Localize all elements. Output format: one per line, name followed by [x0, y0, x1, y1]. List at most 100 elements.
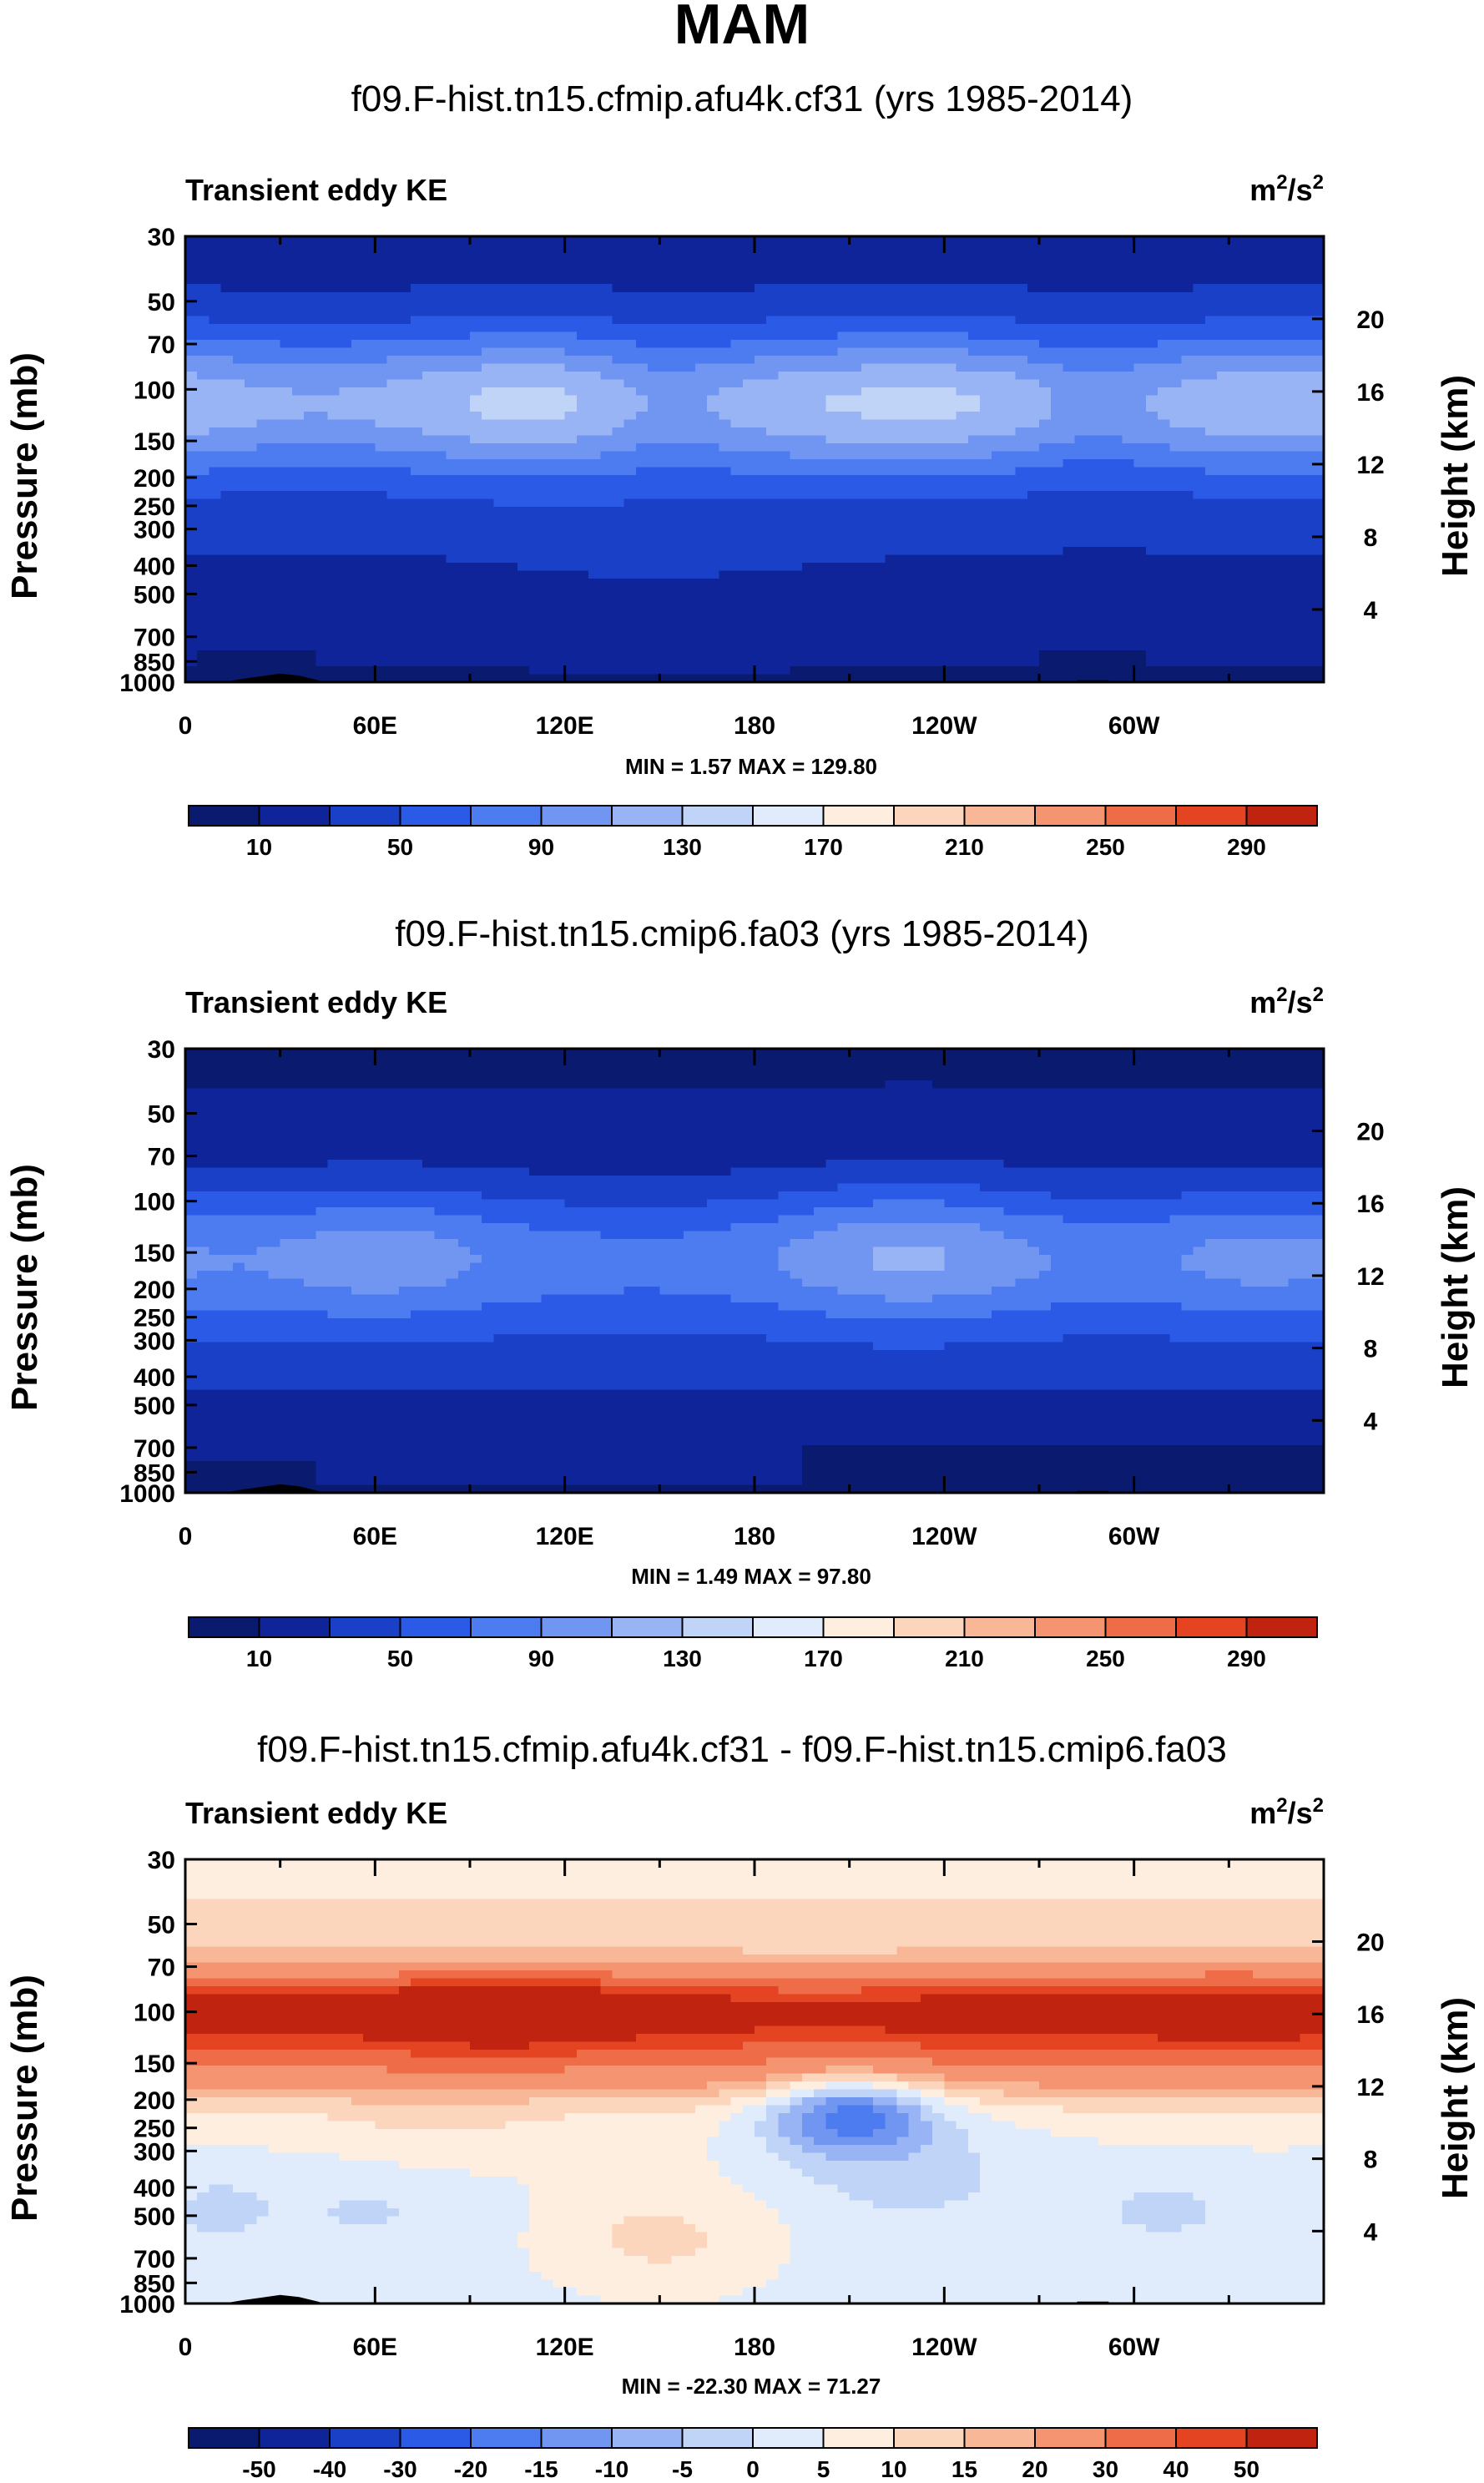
heatmap-cell	[1288, 363, 1301, 372]
heatmap-cell	[410, 300, 423, 309]
heatmap-cell	[1133, 570, 1147, 579]
heatmap-cell	[635, 339, 649, 349]
heatmap-cell	[375, 419, 388, 428]
heatmap-cell	[1063, 435, 1076, 444]
heatmap-cell	[245, 562, 257, 572]
heatmap-cell	[1039, 498, 1052, 508]
heatmap-cell	[1229, 395, 1242, 404]
heatmap-cell	[648, 530, 660, 539]
heatmap-cell	[742, 491, 755, 500]
heatmap-cell	[896, 586, 910, 595]
heatmap-cell	[291, 546, 305, 556]
heatmap-cell	[1300, 300, 1313, 309]
heatmap-cell	[529, 475, 542, 484]
heatmap-cell	[1276, 507, 1289, 516]
heatmap-cell	[1204, 260, 1218, 269]
heatmap-cell	[209, 554, 222, 564]
heatmap-cell	[956, 268, 969, 277]
heatmap-cell	[410, 507, 423, 516]
heatmap-cell	[908, 291, 921, 301]
heatmap-cell	[470, 300, 482, 309]
heatmap-cell	[1158, 562, 1170, 572]
heatmap-cell	[1133, 491, 1147, 500]
heatmap-cell	[268, 244, 281, 253]
heatmap-cell	[766, 483, 780, 492]
heatmap-cell	[825, 570, 839, 579]
heatmap-cell	[659, 562, 673, 572]
heatmap-cell	[979, 387, 992, 397]
heatmap-cell	[1204, 451, 1218, 460]
heatmap-cell	[956, 554, 969, 564]
heatmap-cell	[671, 459, 684, 468]
heatmap-cell	[1193, 260, 1206, 269]
heatmap-cell	[1169, 379, 1183, 388]
heatmap-cell	[612, 642, 625, 651]
heatmap-cell	[861, 586, 874, 595]
heatmap-cell	[683, 363, 696, 372]
heatmap-cell	[1204, 244, 1218, 253]
heatmap-cell	[564, 642, 578, 651]
heatmap-cell	[600, 395, 613, 404]
heatmap-cell	[363, 419, 376, 428]
heatmap-cell	[553, 618, 566, 627]
heatmap-cell	[801, 244, 815, 253]
heatmap-cell	[908, 634, 921, 643]
heatmap-cell	[623, 300, 637, 309]
heatmap-cell	[434, 570, 447, 579]
heatmap-cell	[623, 467, 637, 476]
heatmap-cell	[790, 610, 803, 619]
heatmap-cell	[1003, 579, 1017, 588]
heatmap-cell	[837, 523, 851, 532]
heatmap-cell	[268, 339, 281, 349]
heatmap-cell	[434, 276, 447, 285]
heatmap-cell	[956, 244, 969, 253]
heatmap-cell	[956, 307, 969, 316]
heatmap-cell	[1133, 276, 1147, 285]
heatmap-cell	[1193, 602, 1206, 611]
heatmap-cell	[1098, 634, 1111, 643]
heatmap-cell	[268, 586, 281, 595]
heatmap-cell	[386, 276, 400, 285]
heatmap-cell	[197, 379, 210, 388]
heatmap-cell	[648, 475, 660, 484]
heatmap-cell	[873, 427, 886, 436]
heatmap-cell	[268, 483, 281, 492]
heatmap-cell	[1063, 475, 1076, 484]
heatmap-cell	[1264, 586, 1277, 595]
heatmap-cell	[730, 442, 744, 453]
heatmap-cell	[707, 372, 719, 381]
heatmap-cell	[505, 634, 518, 643]
heatmap-cell	[1086, 634, 1099, 643]
heatmap-cell	[992, 618, 1004, 627]
heatmap-cell	[386, 579, 400, 588]
heatmap-cell	[992, 331, 1004, 341]
heatmap-cell	[197, 284, 210, 293]
heatmap-cell	[1193, 372, 1206, 381]
heatmap-cell	[232, 284, 245, 293]
heatmap-cell	[482, 642, 495, 651]
heatmap-cell	[375, 236, 388, 245]
heatmap-cell	[1193, 316, 1206, 325]
heatmap-cell	[742, 594, 755, 604]
heatmap-cell	[1110, 387, 1123, 397]
heatmap-cell	[1288, 467, 1301, 476]
heatmap-cell	[1276, 435, 1289, 444]
heatmap-cell	[446, 594, 459, 604]
heatmap-cell	[683, 523, 696, 532]
heatmap-cell	[956, 514, 969, 523]
heatmap-cell	[612, 419, 625, 428]
heatmap-cell	[719, 530, 732, 539]
heatmap-cell	[648, 491, 660, 500]
heatmap-cell	[434, 268, 447, 277]
heatmap-cell	[1288, 372, 1301, 381]
heatmap-cell	[600, 459, 613, 468]
heatmap-cell	[245, 284, 257, 293]
heatmap-cell	[1003, 530, 1017, 539]
heatmap-cell	[1204, 323, 1218, 333]
heatmap-cell	[541, 236, 554, 245]
heatmap-cell	[339, 451, 352, 460]
heatmap-cell	[1145, 316, 1158, 325]
heatmap-cell	[457, 514, 471, 523]
heatmap-cell	[422, 363, 435, 372]
heatmap-cell	[410, 411, 423, 420]
